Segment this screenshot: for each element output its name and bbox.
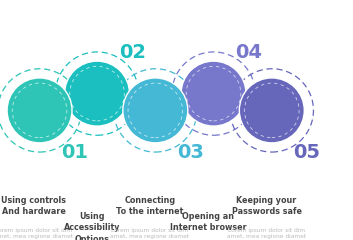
Text: 03: 03: [177, 143, 204, 162]
Text: 01: 01: [61, 143, 88, 162]
Text: Using controls
And hardware: Using controls And hardware: [1, 196, 66, 216]
Text: Keeping your
Passwords safe: Keeping your Passwords safe: [232, 196, 301, 216]
Text: Connecting
To the internet: Connecting To the internet: [116, 196, 184, 216]
Ellipse shape: [181, 61, 246, 126]
Ellipse shape: [7, 78, 72, 143]
Text: 05: 05: [294, 143, 321, 162]
Text: Lorem ipsum dolor sit dim
amet, mea regione diamet
principes at. Cum no movi
lor: Lorem ipsum dolor sit dim amet, mea regi…: [0, 228, 73, 240]
Text: 02: 02: [119, 43, 146, 62]
Text: Lorem ipsum dolor sit dim
amet, mea regione diamet
principes at. Cum no movi
lor: Lorem ipsum dolor sit dim amet, mea regi…: [227, 228, 306, 240]
Text: 04: 04: [235, 43, 262, 62]
Text: Using
Accessibility
Options: Using Accessibility Options: [64, 212, 120, 240]
Ellipse shape: [123, 78, 188, 143]
Text: Lorem ipsum dolor sit dim
amet, mea regione diamet
principes at. Cum no movi
lor: Lorem ipsum dolor sit dim amet, mea regi…: [110, 228, 190, 240]
Text: Opening an
Internet browser: Opening an Internet browser: [170, 212, 247, 233]
Ellipse shape: [65, 61, 130, 126]
Ellipse shape: [239, 78, 304, 143]
